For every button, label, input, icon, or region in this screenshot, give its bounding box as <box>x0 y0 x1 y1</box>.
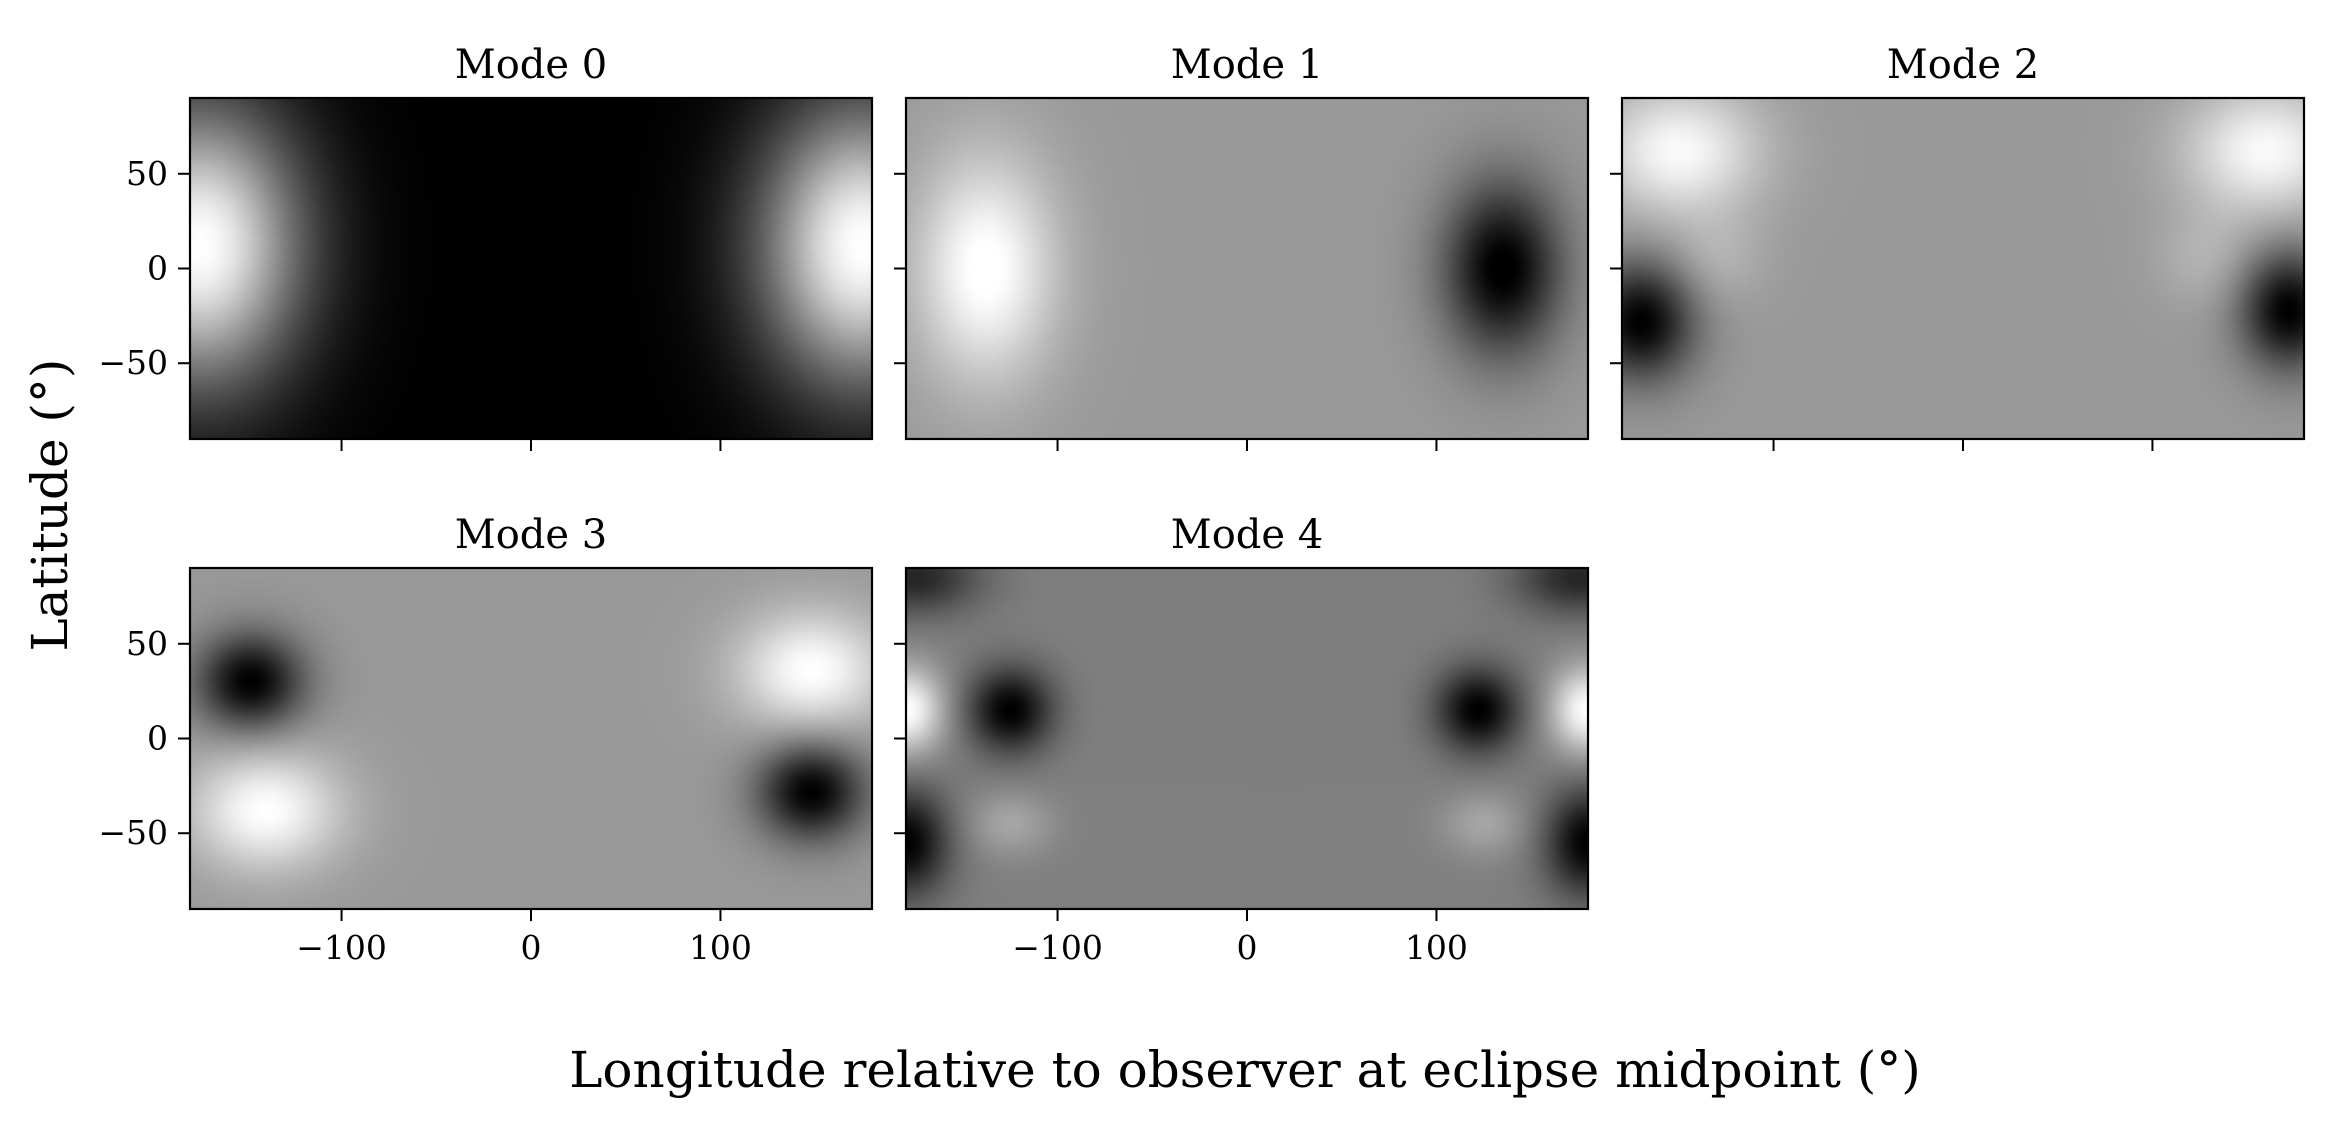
x-tick-label: 0 <box>1237 928 1258 967</box>
x-tick-label: 100 <box>1405 928 1468 967</box>
panel-mode-0: Mode 0 50 0 −50 <box>98 42 874 451</box>
panel-title: Mode 4 <box>1171 512 1323 558</box>
y-axis-label: Latitude (°) <box>21 359 79 652</box>
panel-title: Mode 1 <box>1171 42 1323 88</box>
y-tick-label: 50 <box>126 624 168 663</box>
y-tick-label: 50 <box>126 154 168 193</box>
panels-group: Mode 0 50 0 −50 Mode 1 Mode 2 Mode 3 −100 0 100 50… <box>98 42 2306 967</box>
panel-title: Mode 3 <box>455 512 607 558</box>
y-tick-label: −50 <box>98 813 168 852</box>
heatmap-image <box>906 568 1588 909</box>
panel-mode-4: Mode 4 −100 0 100 <box>894 512 1590 967</box>
panel-mode-2: Mode 2 <box>1610 42 2306 451</box>
heatmap-image <box>190 98 872 439</box>
y-tick-label: 0 <box>147 249 168 288</box>
heatmap-image <box>190 568 872 909</box>
panel-mode-1: Mode 1 <box>894 42 1590 451</box>
x-tick-label: 0 <box>521 928 542 967</box>
y-tick-label: −50 <box>98 343 168 382</box>
panel-title: Mode 2 <box>1887 42 2039 88</box>
panel-title: Mode 0 <box>455 42 607 88</box>
x-tick-label: 100 <box>689 928 752 967</box>
y-tick-label: 0 <box>147 719 168 758</box>
heatmap-image <box>906 98 1588 439</box>
x-tick-label: −100 <box>1012 928 1103 967</box>
x-axis-label: Longitude relative to observer at eclips… <box>569 1041 1921 1099</box>
x-tick-label: −100 <box>296 928 387 967</box>
heatmap-image <box>1622 98 2304 439</box>
panel-mode-3: Mode 3 −100 0 100 50 0 −50 <box>98 512 874 967</box>
